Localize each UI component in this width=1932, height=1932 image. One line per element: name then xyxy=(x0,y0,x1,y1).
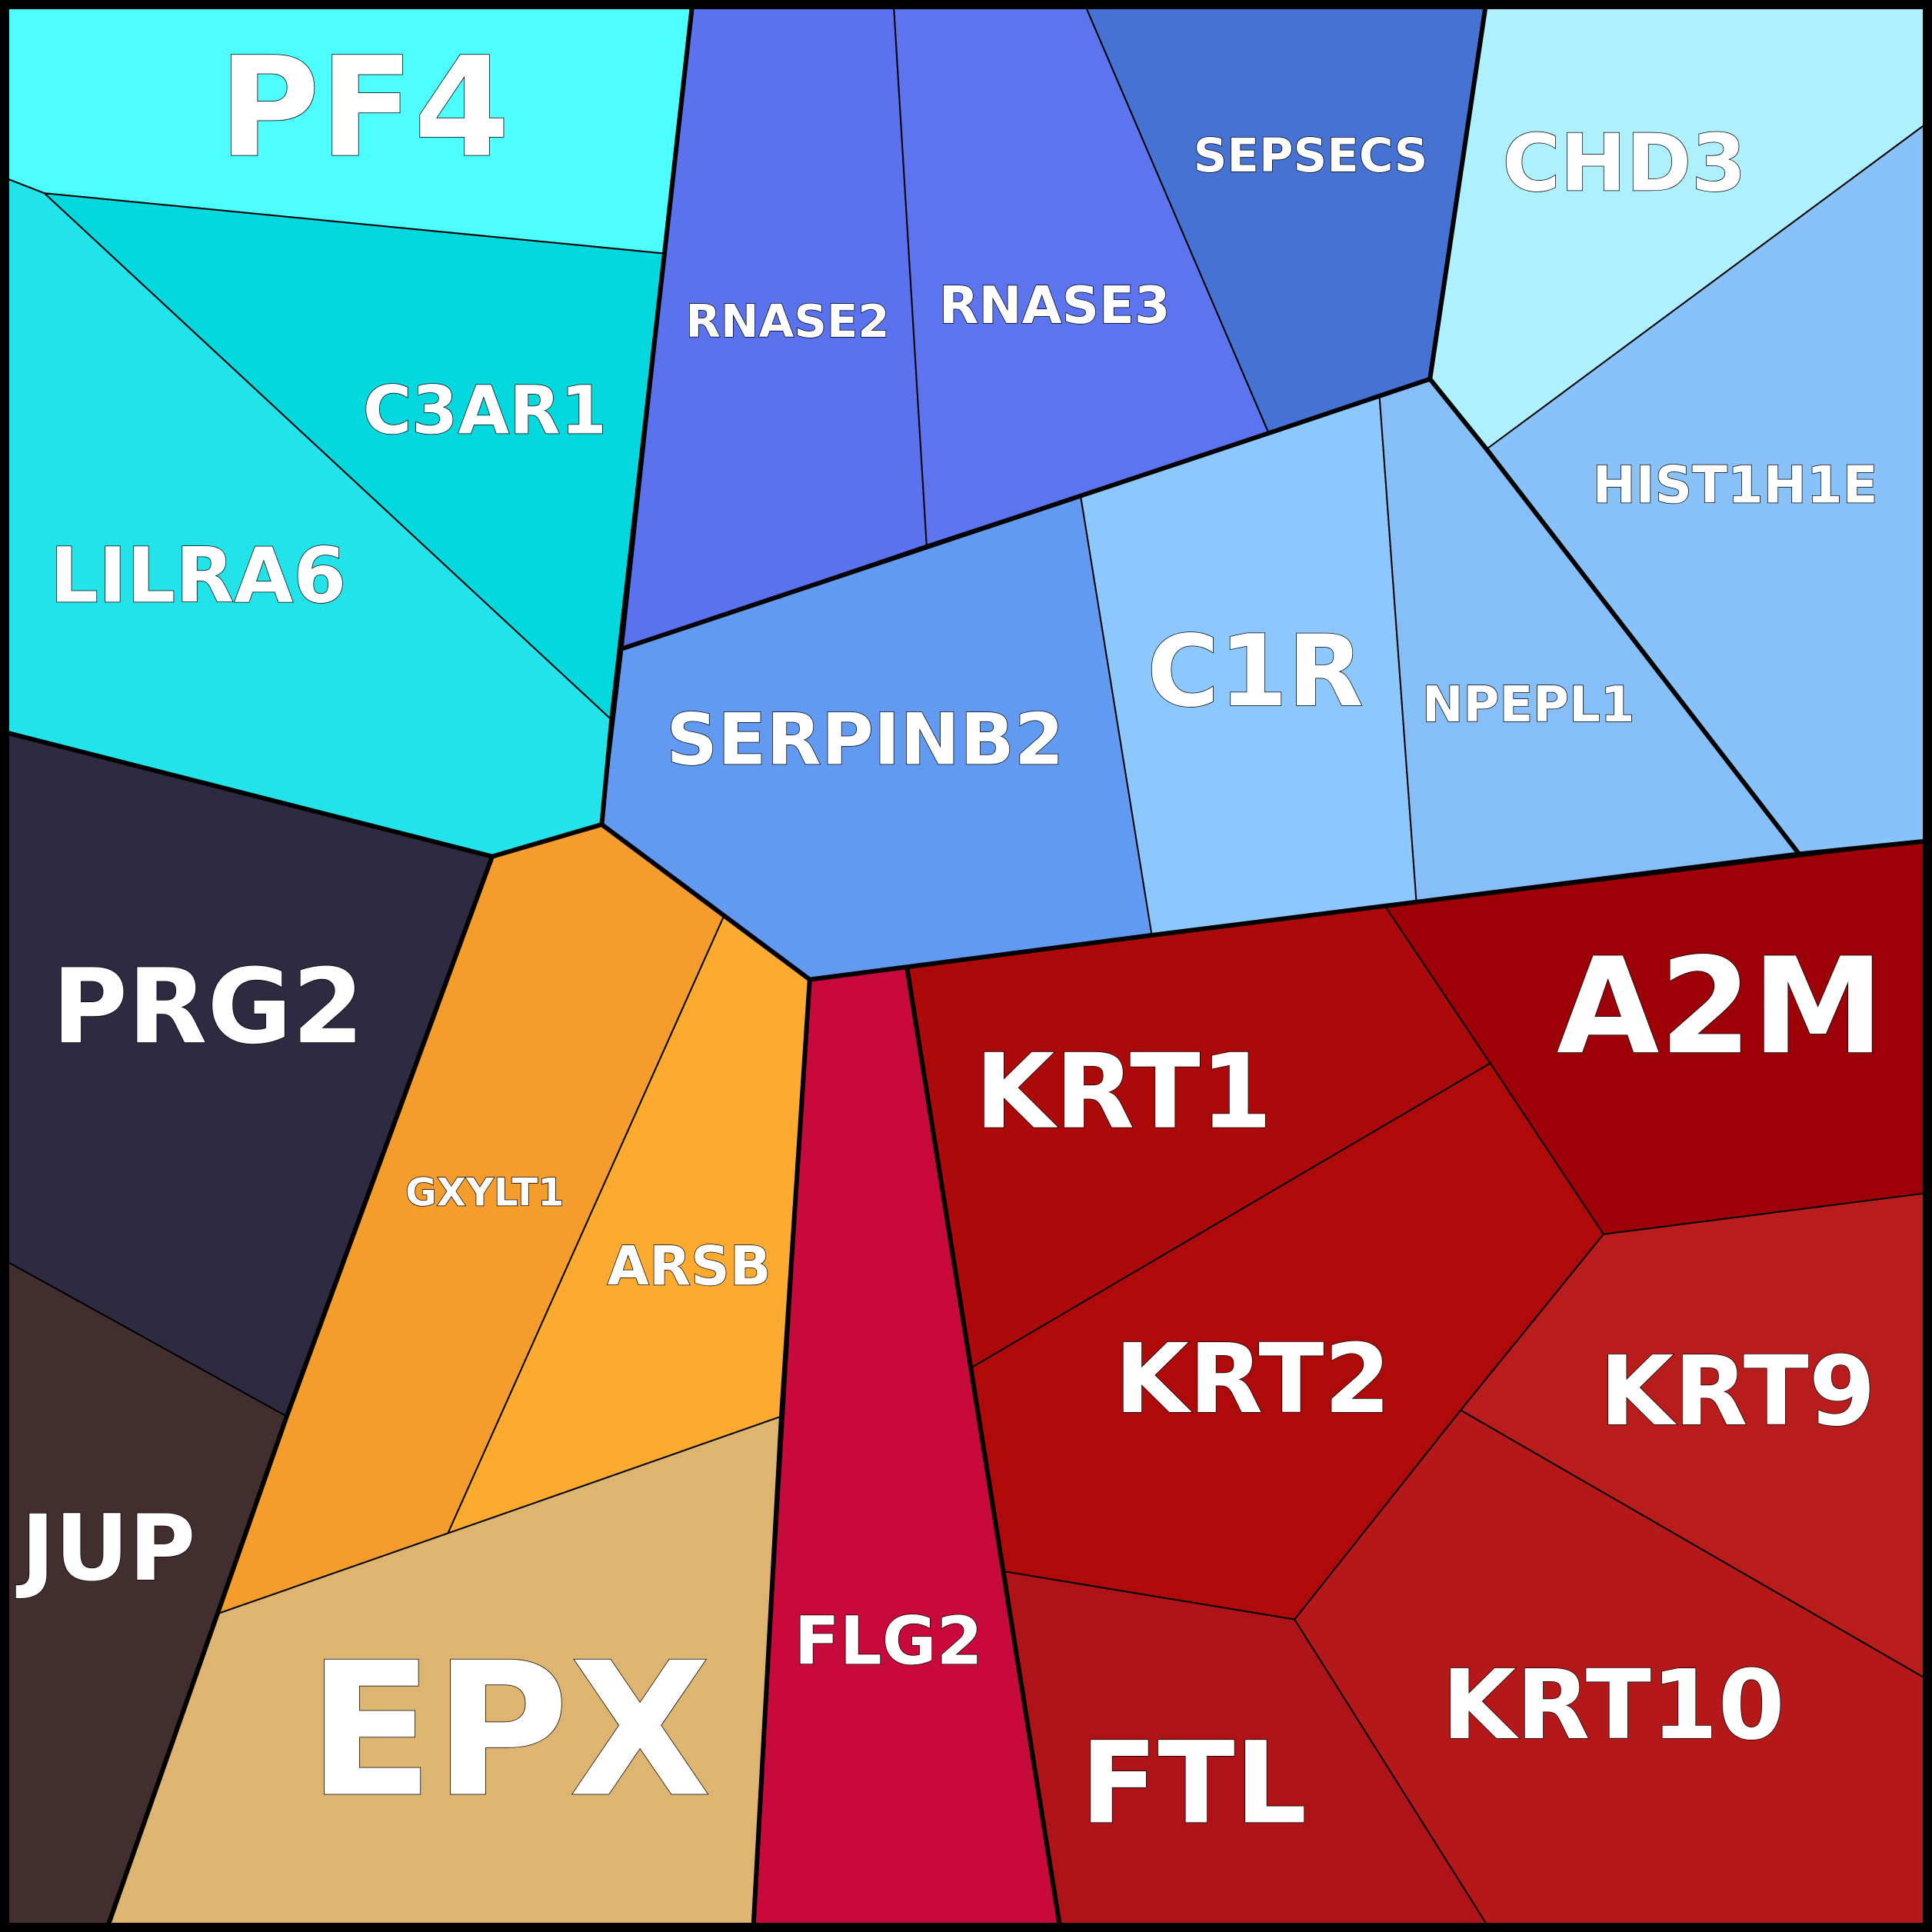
label-krt2: KRT2 xyxy=(1114,1324,1391,1435)
label-sepsecs: SEPSECS xyxy=(1194,129,1428,183)
label-epx: EPX xyxy=(308,1623,711,1838)
group-border-line xyxy=(621,0,1489,651)
group-border-line xyxy=(1427,377,1801,856)
label-rnase2: RNASE2 xyxy=(685,295,889,348)
label-flg2: FLG2 xyxy=(794,1603,983,1680)
labels-layer: PF4 C3AR1 LILRA6 RNASE2 RNASE3 SEPSECS CHD3 HIS… xyxy=(15,28,1885,1850)
label-hist1h1e: HIST1H1E xyxy=(1592,455,1877,515)
label-krt1: KRT1 xyxy=(974,1031,1272,1152)
label-ftl: FTL xyxy=(1081,1717,1307,1849)
label-serpinb2: SERPINB2 xyxy=(666,698,1064,781)
label-a2m: A2M xyxy=(1557,929,1884,1084)
label-npepl1: NPEPL1 xyxy=(1422,677,1634,734)
label-gxylt1: GXYLT1 xyxy=(405,1170,565,1214)
label-pf4: PF4 xyxy=(218,28,509,188)
label-rnase3: RNASE3 xyxy=(939,275,1171,335)
cell-krt9 xyxy=(1460,1191,1932,1684)
label-chd3: CHD3 xyxy=(1502,118,1746,209)
label-c1r: C1R xyxy=(1147,615,1364,729)
group-border-line xyxy=(904,967,1064,1932)
label-arsb: ARSB xyxy=(607,1234,771,1297)
cell-jup xyxy=(0,1257,288,1932)
label-krt10: KRT10 xyxy=(1442,1650,1785,1761)
label-prg2: PRG2 xyxy=(52,946,365,1067)
cell-krt10 xyxy=(1294,1409,1932,1932)
group-border-line xyxy=(600,822,1932,982)
label-lilra6: LILRA6 xyxy=(50,531,346,620)
label-c3ar1: C3AR1 xyxy=(363,372,607,449)
label-jup: JUP xyxy=(15,1495,195,1601)
group-border-line xyxy=(103,855,495,1932)
group-border-line xyxy=(751,979,812,1932)
group-border-line xyxy=(0,0,695,859)
label-krt9: KRT9 xyxy=(1600,1336,1876,1447)
